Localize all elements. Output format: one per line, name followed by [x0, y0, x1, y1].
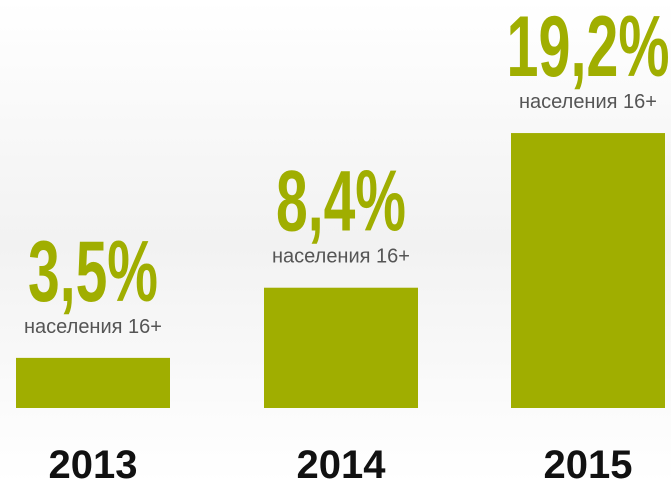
bar — [264, 287, 418, 408]
value-label: 3,5% — [28, 224, 158, 320]
value-label: 19,2% — [507, 0, 670, 95]
value-sublabel: населения 16+ — [24, 316, 162, 338]
value-label: 8,4% — [276, 154, 406, 250]
x-tick-label: 2014 — [297, 443, 387, 483]
x-tick-label: 2015 — [544, 443, 633, 483]
value-sublabel: населения 16+ — [272, 246, 410, 268]
bar — [16, 357, 170, 408]
bar — [511, 133, 665, 408]
x-tick-label: 2013 — [49, 443, 138, 483]
value-sublabel: населения 16+ — [519, 91, 657, 113]
